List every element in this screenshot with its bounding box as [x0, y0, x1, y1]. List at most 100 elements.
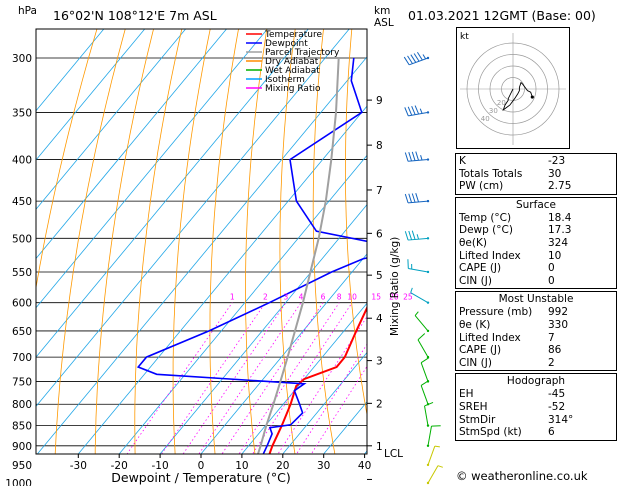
km-tick-label: 8: [376, 140, 383, 152]
indices-box: K -23 Totals Totals 30 PW (cm) 2.75: [455, 153, 617, 195]
wind-barb: [420, 357, 430, 383]
isotherm: [36, 29, 268, 309]
hodograph-stats-row: EH -45: [459, 388, 566, 401]
mixing-ratio-line: [277, 315, 367, 454]
km-tick-label: 4: [376, 313, 383, 325]
km-tick-label: 5: [376, 270, 383, 282]
x-tick-label: 20: [276, 460, 289, 472]
chart-axes: 1 2 3 4 6 8 10 15 20 2530035040045050055060065070…: [5, 53, 413, 486]
mixing-ratio-label: 1: [230, 293, 235, 302]
hodograph-ring-label: 20: [497, 99, 506, 107]
hodograph-stats-row: StmSpd (kt) 6: [459, 426, 555, 439]
x-tick-label: 30: [317, 460, 330, 472]
mixing-ratio-label: 25: [403, 293, 413, 302]
mixing-ratio-label: 15: [371, 293, 381, 302]
most-unstable-title: Most Unstable: [498, 293, 574, 306]
pressure-tick-label: 550: [12, 267, 32, 279]
wind-barb: [404, 151, 430, 162]
mixing-ratio-label: 6: [321, 293, 326, 302]
hodograph-ring-label: 40: [481, 115, 490, 123]
pressure-tick-label: 500: [12, 233, 32, 245]
hodograph-endpoint: [530, 95, 534, 99]
isotherm: [36, 29, 105, 112]
index-row: Totals Totals 30: [459, 167, 562, 180]
hodograph-stats-title: Hodograph: [506, 375, 566, 388]
pressure-tick-label: 750: [12, 376, 32, 388]
header-date: 01.03.2021 12GMT (Base: 00): [408, 8, 596, 23]
dry-adiabat: [377, 0, 428, 486]
legend-entry: Mixing Ratio: [265, 84, 321, 94]
series-parcel-trajectory: [256, 57, 340, 454]
hodograph-stats-row: StmDir 314°: [459, 413, 574, 426]
mixing-ratio-line: [182, 302, 287, 454]
isotherm: [36, 29, 350, 407]
index-row: PW (cm) 2.75: [459, 180, 572, 193]
hodograph-unit: kt: [460, 32, 469, 42]
series-dewpoint: [136, 57, 367, 454]
surface-row: CIN (J) 0: [459, 274, 555, 287]
legend-entry: Dry Adiabat: [265, 57, 319, 67]
isotherm: [200, 253, 367, 454]
isotherm: [77, 105, 367, 454]
isotherm: [241, 302, 367, 454]
mixing-ratio-axis-label: Mixing Ratio (g/kg): [389, 237, 401, 336]
most-unstable-row: Pressure (mb) 992: [459, 306, 569, 319]
km-tick-label: 2: [376, 398, 383, 410]
mixing-ratio-label: 10: [347, 293, 357, 302]
legend-entry: Dewpoint: [265, 39, 308, 49]
legend-entry: Wet Adiabat: [265, 66, 320, 76]
dry-adiabat: [134, 29, 183, 454]
pressure-tick-label: 300: [12, 53, 32, 65]
dry-adiabat: [312, 29, 336, 454]
legend-entry: Temperature: [264, 30, 322, 40]
most-unstable-row: θe (K) 330: [459, 318, 569, 331]
mixing-ratio-label: 20: [389, 293, 399, 302]
surface-row: Lifted Index 10: [459, 249, 562, 262]
pressure-tick-label: 350: [12, 107, 32, 119]
x-tick-label: -30: [70, 460, 87, 472]
dry-adiabat: [172, 29, 211, 454]
asl-label: ASL: [374, 17, 394, 29]
x-tick-label: 40: [358, 460, 371, 472]
surface-row: Dewp (°C) 17.3: [459, 224, 572, 237]
wind-barb: [410, 287, 430, 304]
isotherm: [36, 29, 228, 260]
x-axis-label: Dewpoint / Temperature (°C): [111, 470, 290, 485]
pressure-tick-label: 600: [12, 298, 32, 310]
km-label: km: [374, 5, 390, 17]
wind-barbs: [403, 52, 443, 485]
surface-box: Surface Temp (°C) 18.4 Dewp (°C) 17.3 θe(K…: [455, 196, 617, 290]
surface-title: Surface: [515, 198, 556, 211]
mixing-ratio-label: 8: [337, 293, 342, 302]
wind-barb: [420, 380, 430, 406]
hodograph-stats-row: SREH -52: [459, 400, 566, 413]
indices-panel: K -23 Totals Totals 30 PW (cm) 2.75 Surface…: [455, 153, 617, 443]
isotherm: [159, 204, 367, 454]
wind-barb: [426, 445, 440, 467]
mixing-ratio-line: [296, 343, 367, 454]
dry-adiabat: [54, 29, 126, 454]
wind-barb: [424, 401, 434, 427]
surface-row: Temp (°C) 18.4: [459, 211, 572, 224]
isotherm: [36, 56, 367, 454]
isotherm: [323, 401, 367, 454]
wind-barb: [404, 230, 430, 241]
lcl-label: LCL: [384, 448, 403, 460]
pressure-tick-label: 1000: [5, 478, 32, 486]
y-axis-label: hPa: [18, 5, 37, 17]
mixing-ratio-label: 4: [299, 293, 304, 302]
dry-adiabat: [36, 29, 98, 291]
pressure-tick-label: 400: [12, 155, 32, 167]
pressure-tick-label: 800: [12, 399, 32, 411]
pressure-tick-label: 900: [12, 441, 32, 453]
chart-series: [136, 57, 367, 454]
most-unstable-row: CIN (J) 2: [459, 356, 555, 369]
dry-adiabat: [344, 29, 367, 417]
pressure-tick-label: 450: [12, 196, 32, 208]
km-tick-label: 9: [376, 95, 383, 107]
wind-barb: [403, 52, 430, 66]
wind-barb: [407, 259, 430, 274]
